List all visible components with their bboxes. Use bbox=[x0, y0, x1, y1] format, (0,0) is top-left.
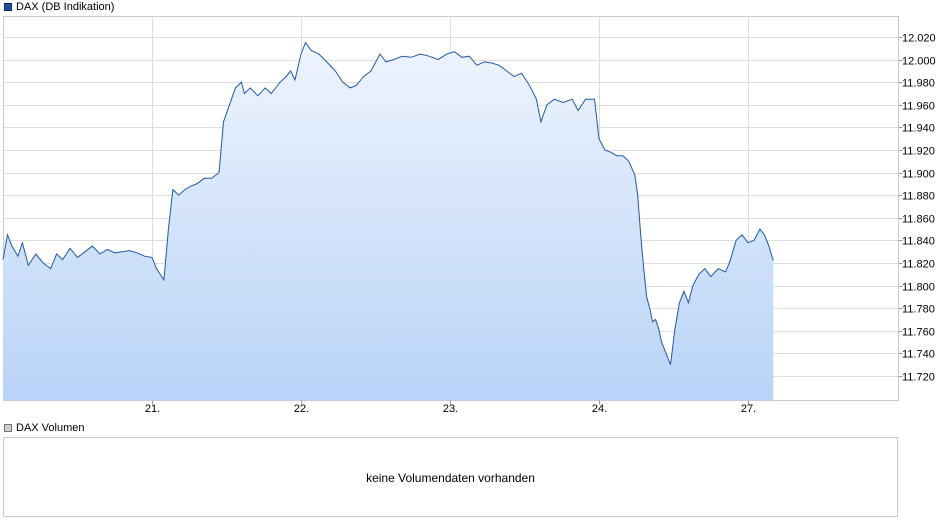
volume-legend: DAX Volumen bbox=[4, 421, 84, 435]
y-tick-label: 11.980 bbox=[902, 78, 935, 90]
y-tick-label: 12.000 bbox=[902, 56, 936, 68]
y-tick-label: 11.920 bbox=[902, 146, 935, 158]
price-area bbox=[3, 42, 774, 401]
volume-panel: keine Volumendaten vorhanden bbox=[3, 437, 898, 517]
x-tick-label: 23. bbox=[443, 403, 458, 415]
y-tick-label: 11.800 bbox=[902, 282, 935, 294]
y-tick-label: 11.820 bbox=[902, 259, 935, 271]
y-tick-label: 11.760 bbox=[902, 327, 935, 339]
price-legend-swatch bbox=[4, 3, 12, 11]
x-tick-label: 22. bbox=[294, 403, 309, 415]
price-line bbox=[2, 41, 774, 365]
y-tick-label: 11.780 bbox=[902, 304, 935, 316]
y-tick-label: 11.880 bbox=[902, 191, 935, 203]
x-tick-label: 21. bbox=[145, 403, 160, 415]
price-legend: DAX (DB Indikation) bbox=[4, 0, 114, 14]
y-tick-label: 11.960 bbox=[902, 101, 935, 113]
x-axis: 21. 22. 23. 24. 27. bbox=[145, 400, 756, 415]
volume-empty-message: keine Volumendaten vorhanden bbox=[366, 471, 535, 485]
x-tick-label: 27. bbox=[741, 403, 756, 415]
volume-legend-label: DAX Volumen bbox=[16, 422, 85, 434]
y-tick-label: 11.840 bbox=[902, 236, 935, 248]
price-legend-label: DAX (DB Indikation) bbox=[16, 1, 115, 13]
y-tick-label: 12.020 bbox=[902, 33, 936, 45]
y-axis: 11.720 11.740 11.760 11.780 11.800 11.820 11.8… bbox=[898, 33, 936, 384]
x-tick-label: 24. bbox=[592, 403, 607, 415]
y-tick-label: 11.740 bbox=[902, 349, 935, 361]
price-chart: 11.720 11.740 11.760 11.780 11.800 11.820 11.8… bbox=[2, 16, 936, 415]
volume-legend-swatch bbox=[4, 424, 12, 432]
y-tick-label: 11.900 bbox=[902, 169, 935, 181]
y-tick-label: 11.720 bbox=[902, 372, 935, 384]
y-tick-label: 11.940 bbox=[902, 123, 935, 135]
y-tick-label: 11.860 bbox=[902, 214, 935, 226]
